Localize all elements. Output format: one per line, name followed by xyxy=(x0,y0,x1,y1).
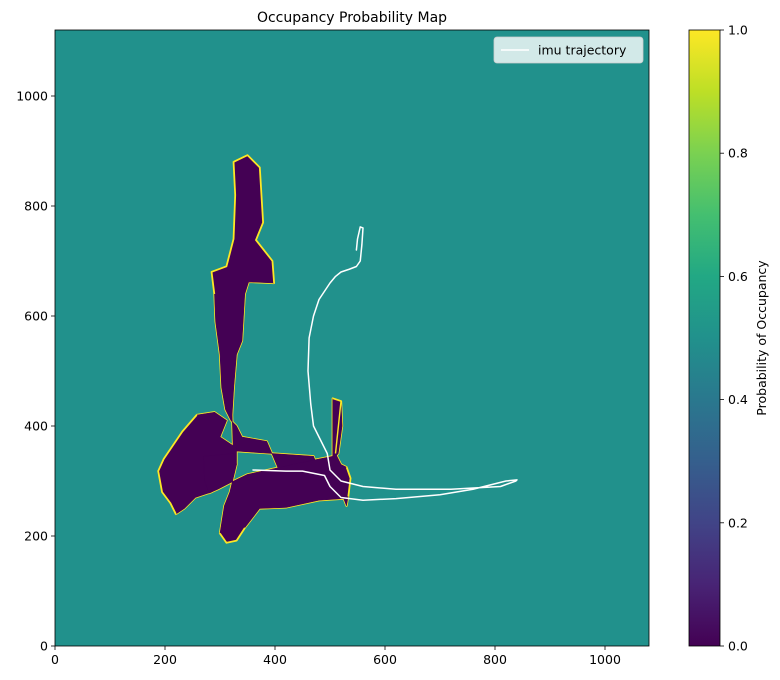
colorbar-tick-label: 0.4 xyxy=(728,392,748,407)
series-line-imu-trajectory xyxy=(252,226,518,501)
x-tick-label: 600 xyxy=(373,652,397,667)
legend-label-imu-trajectory: imu trajectory xyxy=(538,43,627,58)
y-tick-label: 0 xyxy=(40,639,48,654)
colorbar-label: Probability of Occupancy xyxy=(754,260,769,416)
x-axis: 0 200 400 600 800 1000 xyxy=(51,646,621,667)
colorbar-tick-label: 0.6 xyxy=(728,269,748,284)
colorbar: 0.0 0.2 0.4 0.6 0.8 1.0 Probability of Occupa… xyxy=(688,23,769,654)
colorbar-gradient xyxy=(688,29,721,647)
x-tick-label: 400 xyxy=(263,652,287,667)
plot-area xyxy=(55,30,649,646)
occupied-boundary xyxy=(332,397,342,454)
x-tick-label: 1000 xyxy=(589,652,621,667)
x-tick-label: 800 xyxy=(483,652,507,667)
legend: imu trajectory xyxy=(493,36,644,64)
y-tick-label: 800 xyxy=(24,199,48,214)
occupied-boundary xyxy=(211,161,237,295)
chart-title: Occupancy Probability Map xyxy=(257,10,447,26)
colorbar-tick-label: 1.0 xyxy=(728,23,748,38)
x-tick-label: 200 xyxy=(153,652,177,667)
y-tick-label: 1000 xyxy=(16,89,48,104)
legend-box xyxy=(493,36,644,64)
occupied-boundary xyxy=(219,527,246,544)
occupied-boundary xyxy=(157,414,198,515)
colorbar-tick-label: 0.8 xyxy=(728,146,748,161)
occupied-boundary xyxy=(345,467,352,497)
y-axis: 0 200 400 600 800 1000 xyxy=(16,89,55,654)
colorbar-tick-label: 0.0 xyxy=(728,639,748,654)
colorbar-tick-label: 0.2 xyxy=(728,515,748,530)
unknown-background xyxy=(55,30,649,646)
y-tick-label: 200 xyxy=(24,529,48,544)
plot-frame xyxy=(54,29,650,647)
occupied-boundary xyxy=(233,154,275,284)
y-tick-label: 600 xyxy=(24,309,48,324)
free-space-main-block xyxy=(203,453,351,543)
y-tick-label: 400 xyxy=(24,419,48,434)
x-tick-label: 0 xyxy=(51,652,59,667)
